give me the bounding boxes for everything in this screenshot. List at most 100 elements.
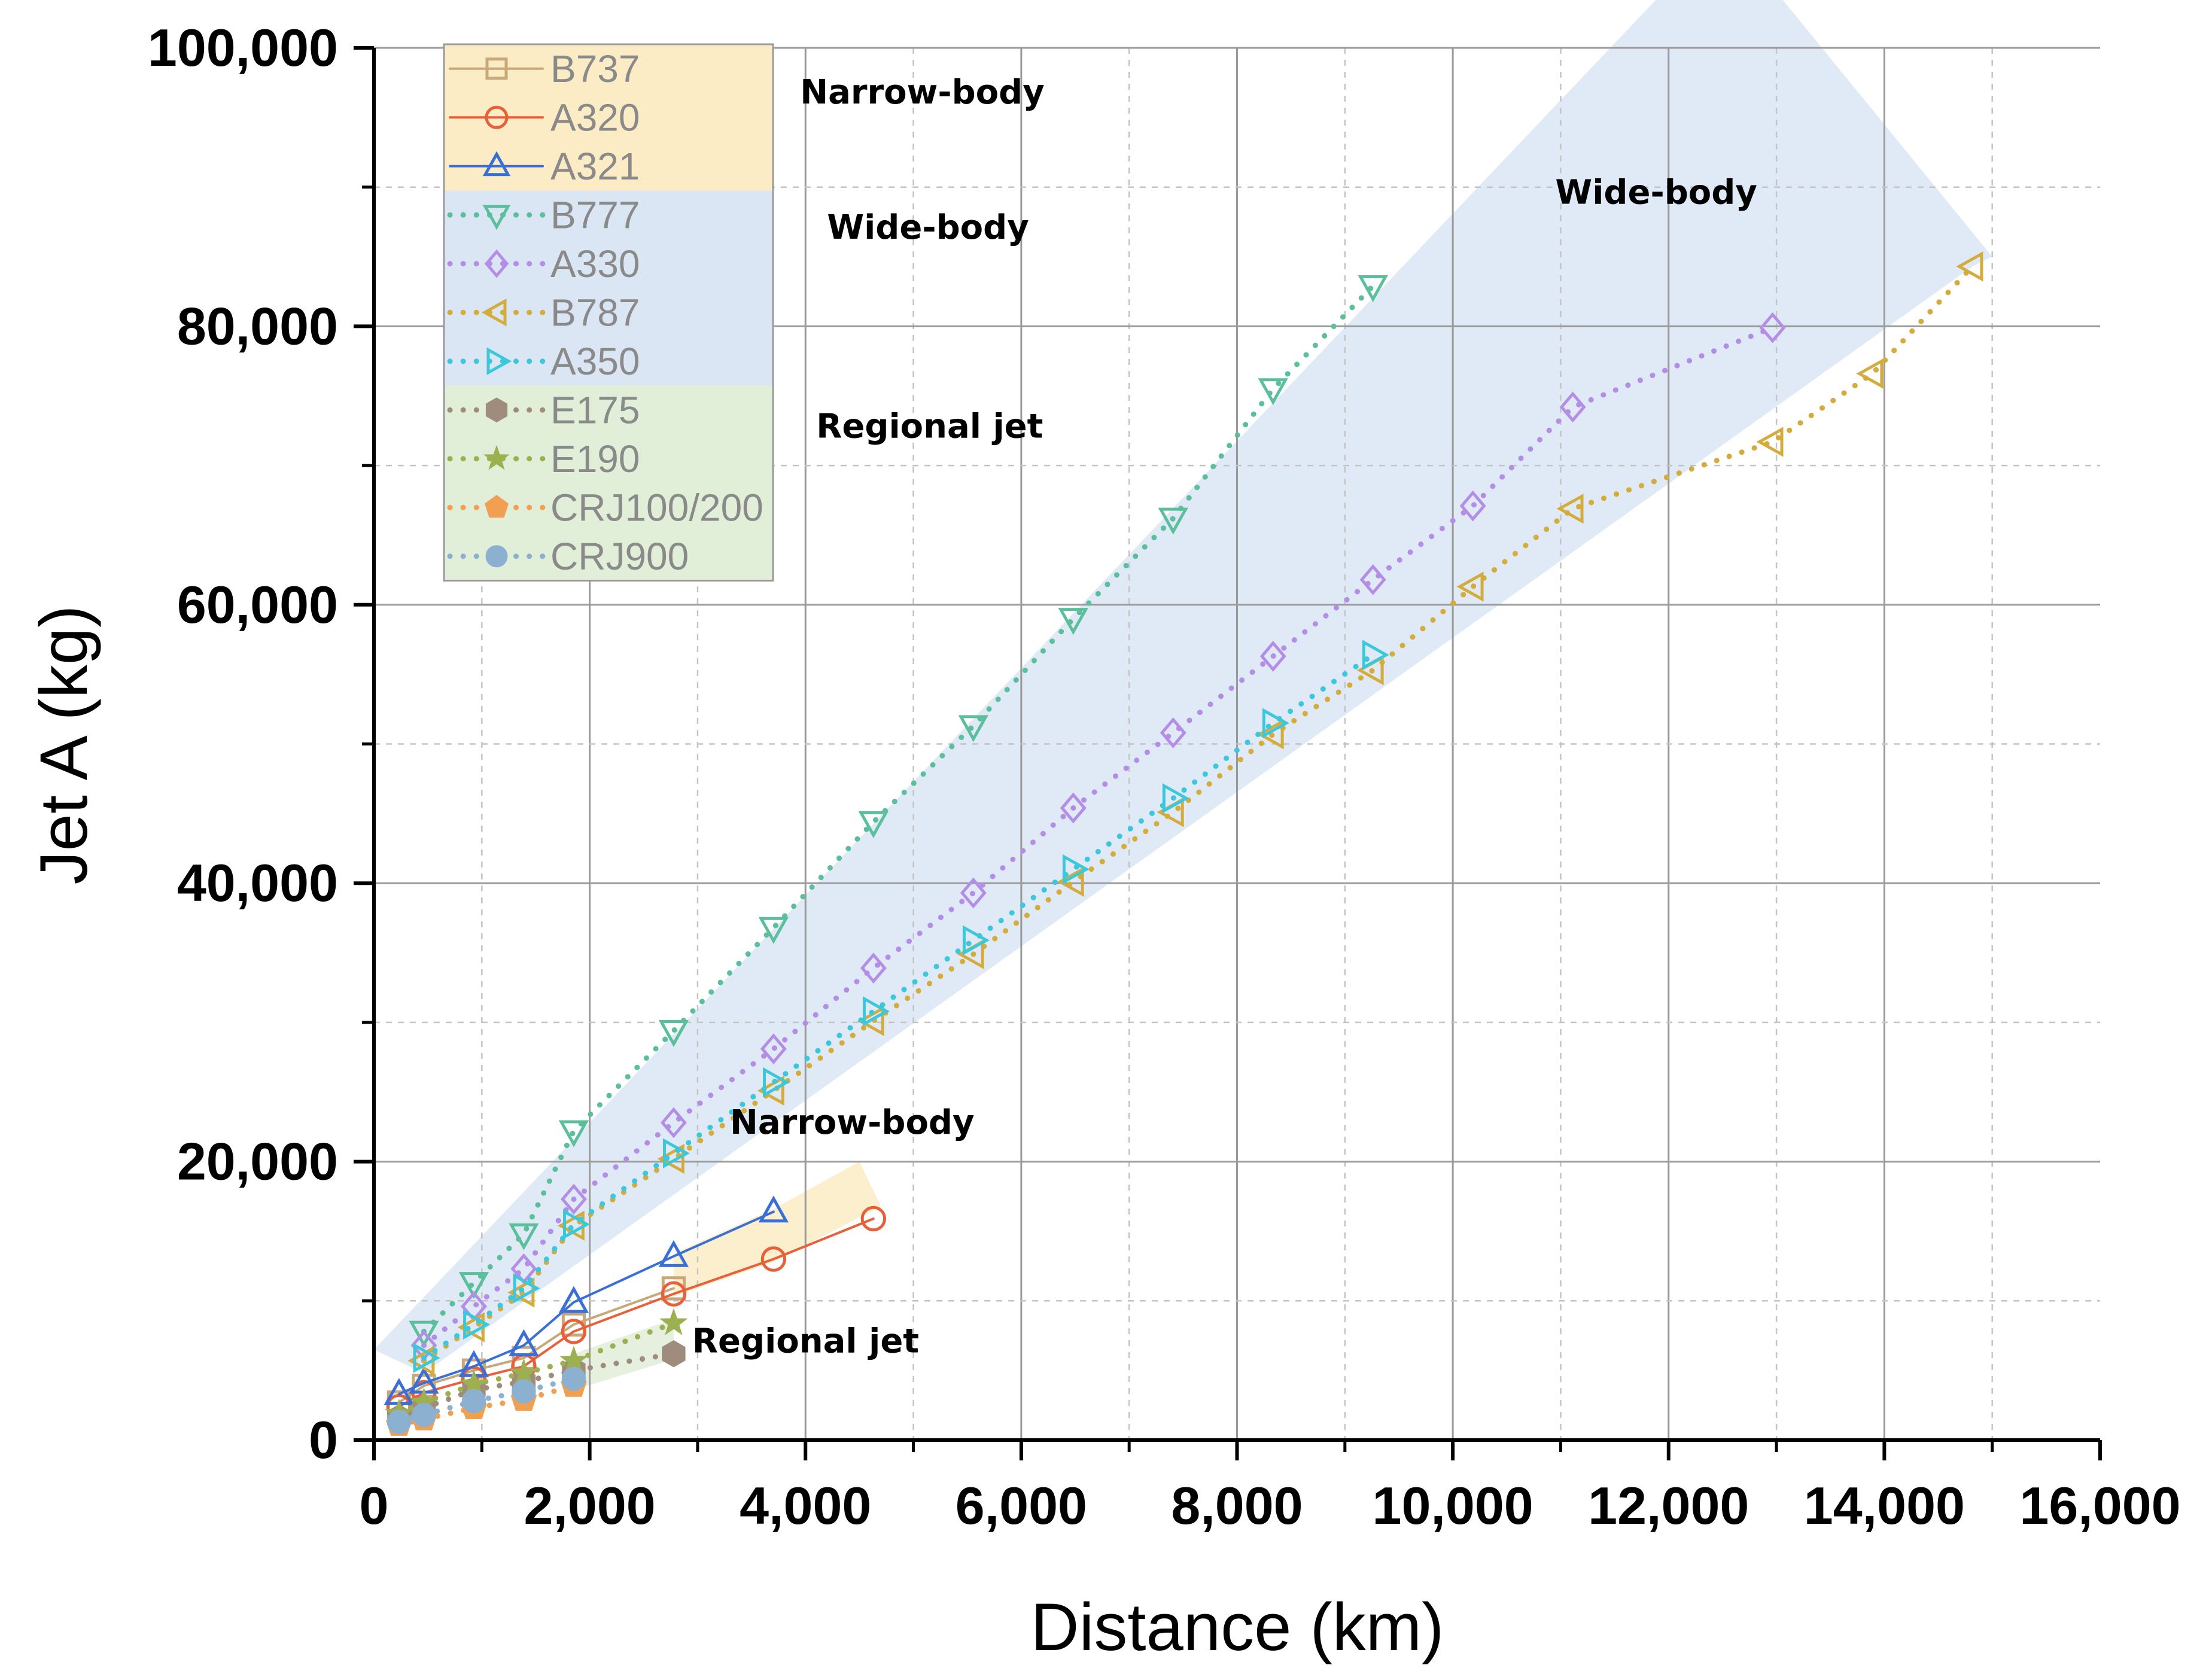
legend-item-a320: A320: [449, 96, 640, 139]
legend-marker-a320: [485, 105, 509, 129]
data-point-a330: [1759, 312, 1786, 343]
data-point-a350: [513, 1273, 540, 1304]
y-tick-label: 20,000: [177, 1132, 338, 1191]
data-point-a320: [860, 1206, 887, 1232]
legend-marker-b777: [482, 205, 511, 230]
series-line-a321: [397, 1210, 775, 1396]
legend-marker-e190: [483, 445, 510, 470]
x-tick-label: 12,000: [1588, 1476, 1749, 1535]
legend-marker-a350: [486, 347, 512, 376]
annotation-wide-body: Wide-body: [827, 208, 1029, 247]
data-point-a321: [509, 1329, 539, 1356]
y-tick-label: 100,000: [148, 18, 338, 77]
legend: B737 A320 A321 B777 A330 B787 A350 E175 E190 CRJ1…: [443, 43, 774, 582]
legend-label-b737: B737: [550, 47, 640, 90]
legend-marker-a330: [484, 249, 509, 278]
x-tick-label: 2,000: [524, 1476, 656, 1535]
series-line-b737: [397, 1287, 675, 1404]
data-point-b777: [409, 1320, 439, 1348]
data-series: [384, 251, 1983, 1436]
annotations: Narrow-body Wide-body Regional jet Narrow-b…: [692, 73, 1757, 1360]
data-point-b787: [1756, 427, 1784, 457]
data-point-b777: [558, 1120, 589, 1148]
data-point-e175: [662, 1340, 686, 1368]
x-tick-label: 6,000: [956, 1476, 1087, 1535]
data-point-a321: [658, 1240, 689, 1267]
data-point-a350: [962, 925, 990, 955]
series-line-e190: [396, 1320, 677, 1417]
series-line-a320: [397, 1218, 875, 1408]
data-point-b787: [657, 1143, 684, 1174]
legend-label-crj900: CRJ900: [550, 535, 689, 578]
legend-label-a320: A320: [550, 96, 640, 139]
legend-item-crj100-200: CRJ100/200: [447, 486, 763, 529]
x-axis-title: Distance (km): [1031, 1590, 1444, 1664]
legend-item-crj900: CRJ900: [447, 535, 689, 578]
data-point-a330: [760, 1033, 787, 1064]
data-point-a350: [1262, 708, 1289, 738]
legend-label-b777: B777: [550, 193, 640, 236]
data-point-e190: [659, 1308, 688, 1335]
legend-label-a350: A350: [550, 340, 640, 383]
data-point-b777: [758, 917, 789, 944]
band-narrow-body: [673, 1161, 881, 1297]
data-point-b787: [1256, 719, 1284, 750]
legend-label-a321: A321: [550, 145, 640, 188]
data-point-a350: [862, 996, 890, 1027]
data-point-a350: [1362, 640, 1389, 670]
data-point-b777: [958, 715, 988, 742]
data-point-a320: [661, 1281, 687, 1307]
series-b777: [409, 275, 1388, 1348]
legend-item-a330: A330: [447, 242, 640, 285]
data-point-a330: [1559, 391, 1586, 423]
data-point-b777: [1258, 378, 1288, 406]
band-wide-body: [374, 0, 1992, 1374]
data-point-a330: [1160, 717, 1186, 748]
series-crj900: [387, 1366, 586, 1434]
legend-label-e190: E190: [550, 437, 640, 480]
y-axis-title: Jet A (kg): [26, 605, 101, 885]
legend-marker-b787: [481, 298, 507, 327]
data-point-a330: [1060, 792, 1087, 824]
legend-item-a321: A321: [449, 145, 640, 188]
legend-item-b777: B777: [447, 193, 640, 236]
legend-marker-b737: [485, 57, 508, 80]
legend-item-e175: E175: [447, 388, 640, 431]
legend-marker-crj900: [485, 545, 508, 568]
data-point-a330: [860, 952, 887, 984]
legend-item-e190: E190: [447, 437, 640, 480]
data-point-b787: [1456, 571, 1484, 602]
data-point-crj900: [412, 1402, 436, 1428]
series-line-b777: [421, 283, 1376, 1334]
annotation-regional-jet: Regional jet: [816, 407, 1043, 446]
legend-label-crj100-200: CRJ100/200: [550, 486, 763, 529]
data-point-b777: [658, 1019, 689, 1047]
annotation-wide-body: Wide-body: [1555, 174, 1757, 212]
legend-label-e175: E175: [550, 388, 640, 431]
data-point-crj900: [512, 1379, 536, 1404]
data-point-b777: [458, 1272, 489, 1299]
annotation-regional-jet: Regional jet: [692, 1322, 919, 1360]
data-point-a330: [560, 1183, 587, 1215]
legend-label-a330: A330: [550, 242, 640, 285]
x-tick-label: 4,000: [740, 1476, 871, 1535]
y-tick-label: 60,000: [177, 575, 338, 634]
legend-item-b787: B787: [447, 291, 640, 334]
series-line-b787: [421, 263, 1976, 1363]
annotation-narrow-body: Narrow-body: [800, 73, 1045, 112]
series-line-e175: [396, 1351, 677, 1421]
x-tick-label: 14,000: [1804, 1476, 1965, 1535]
data-point-b787: [1956, 251, 1983, 282]
data-point-b787: [1057, 866, 1084, 897]
legend-frame: [443, 43, 774, 582]
legend-marker-e175: [485, 397, 508, 423]
data-point-b777: [509, 1223, 539, 1250]
legend-label-b787: B787: [550, 291, 640, 334]
data-point-a321: [758, 1195, 789, 1223]
series-line-a330: [421, 325, 1776, 1349]
data-point-a350: [563, 1209, 591, 1240]
data-point-e190: [559, 1346, 588, 1373]
data-point-a330: [1259, 641, 1286, 672]
data-point-a330: [960, 877, 987, 909]
